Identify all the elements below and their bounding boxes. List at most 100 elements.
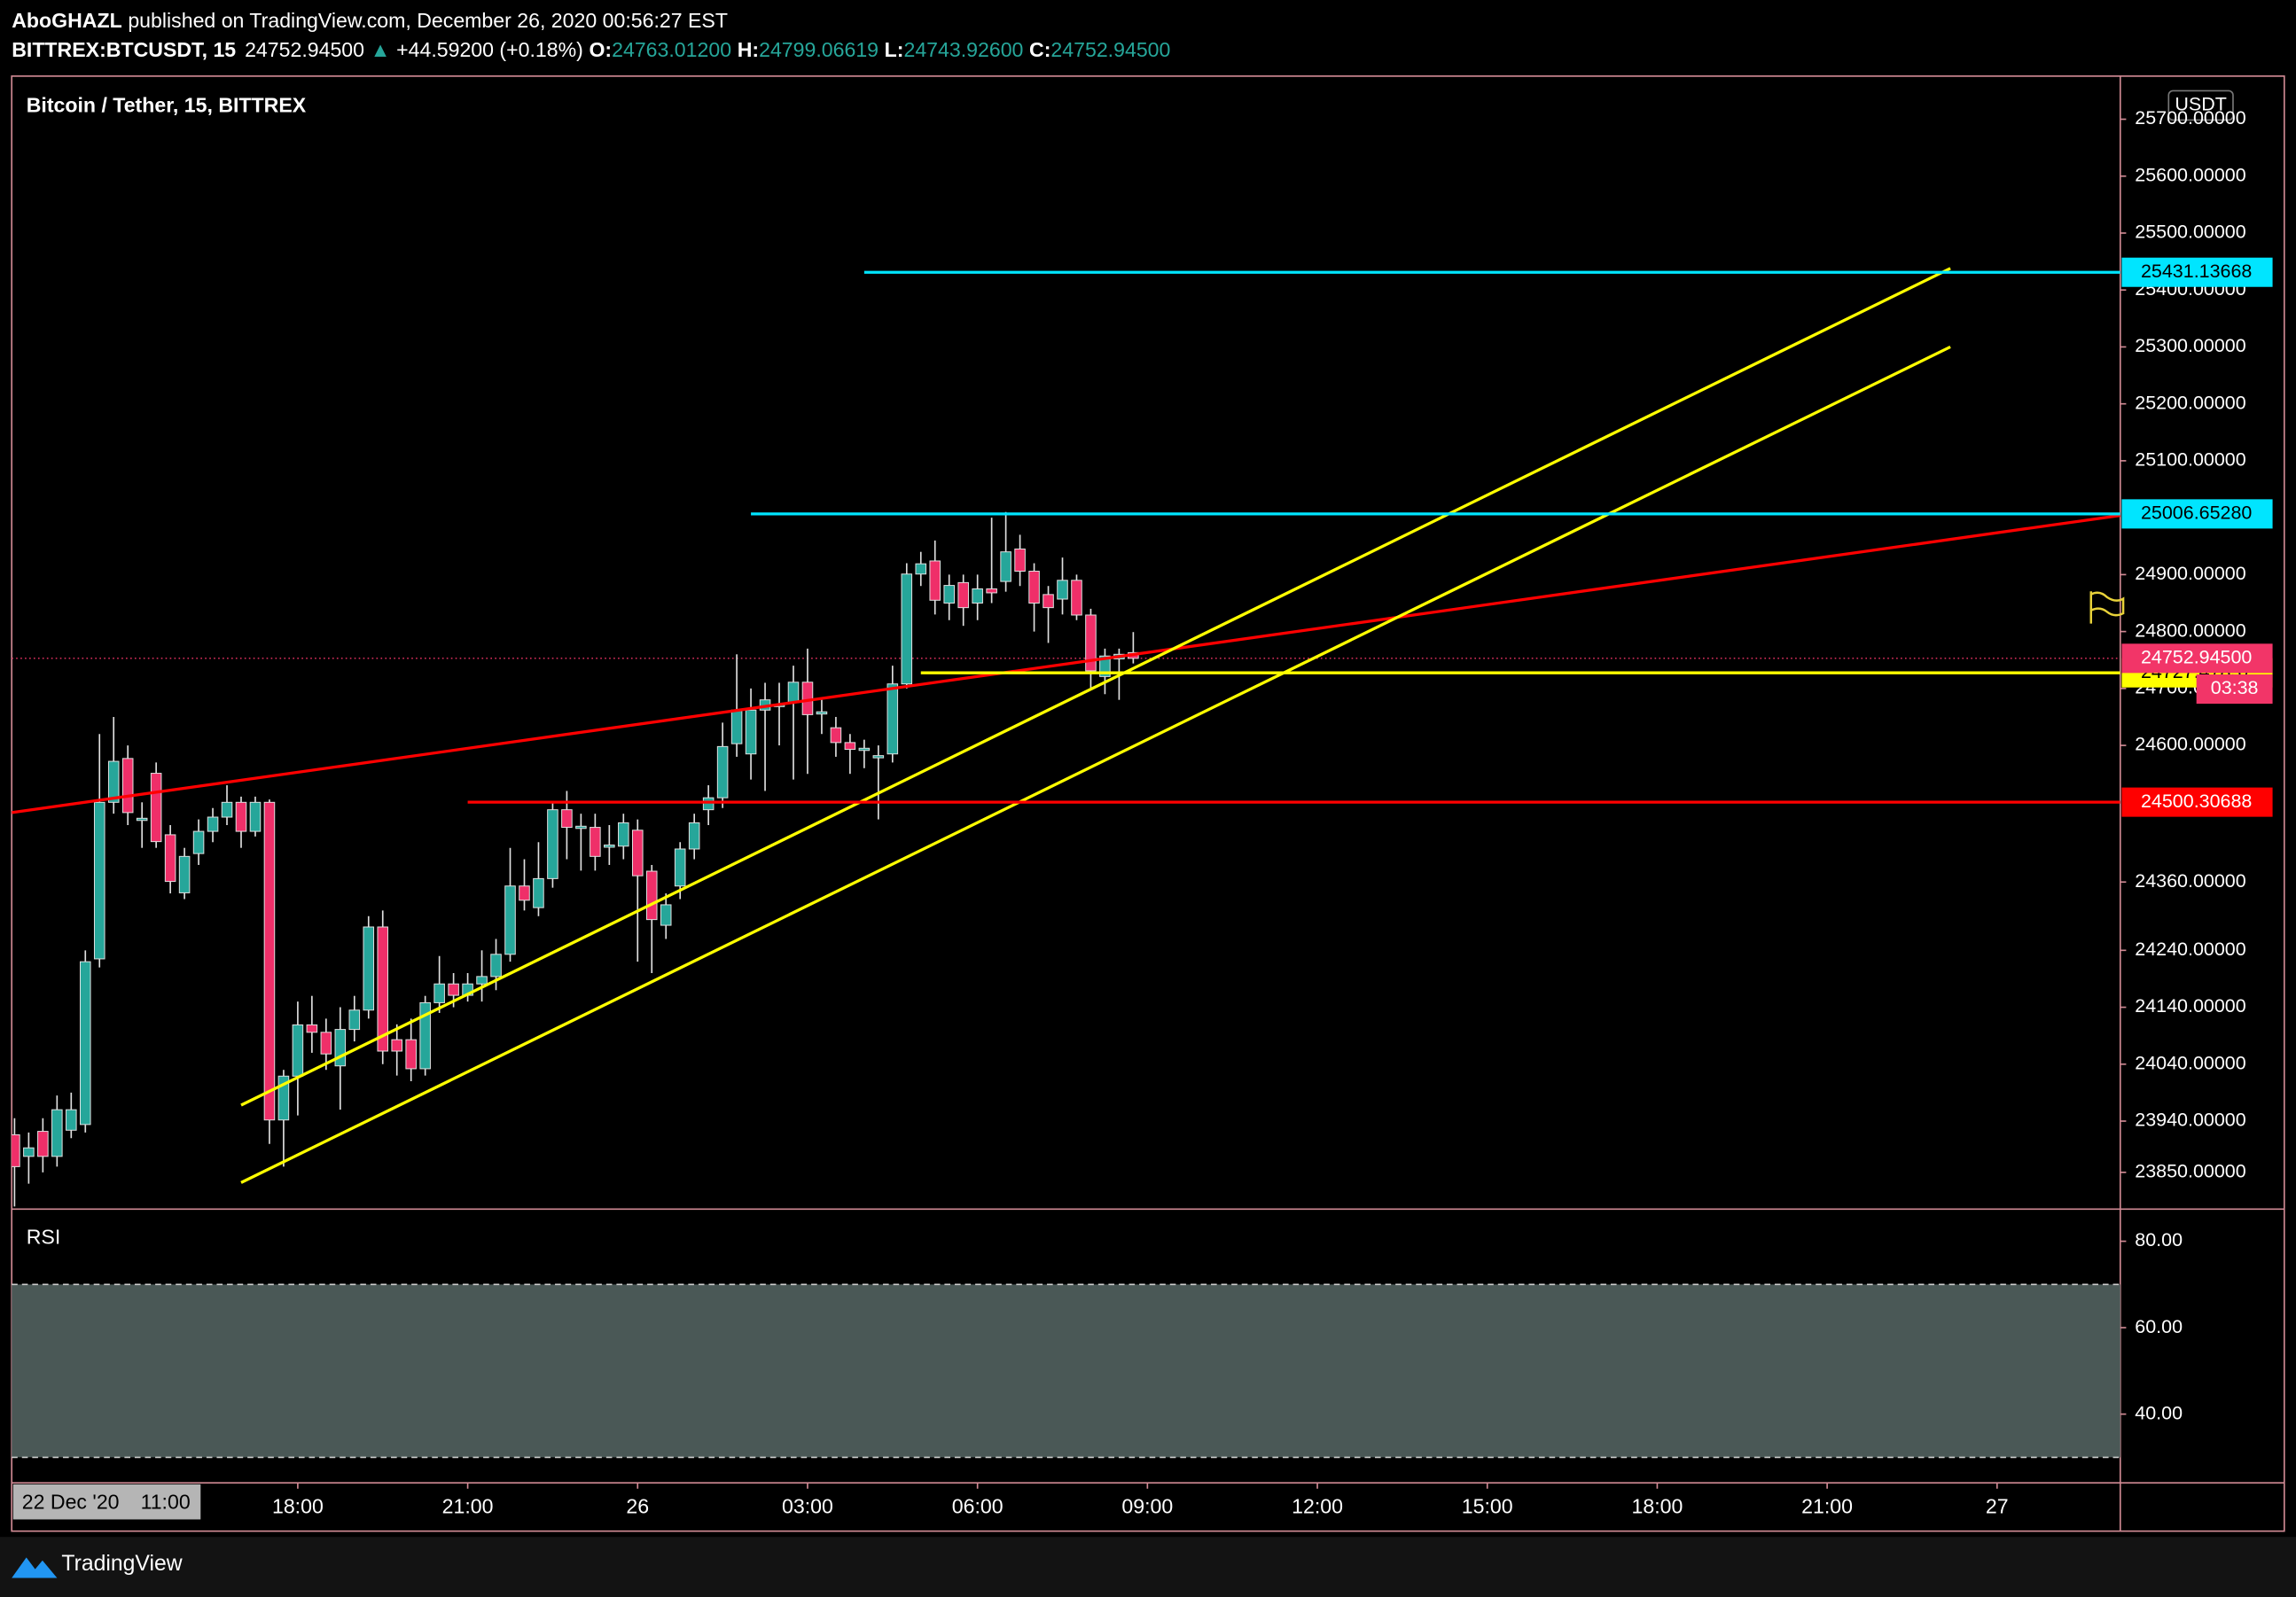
y-tick-label: 24140.00000 <box>2135 995 2245 1017</box>
x-tick-label: 21:00 <box>442 1494 494 1517</box>
candle-body <box>12 1133 20 1167</box>
ohlc-label: H: <box>738 38 759 61</box>
flag-icon <box>2089 591 2125 624</box>
candle-body <box>787 682 800 704</box>
price-label-box <box>2121 257 2273 287</box>
candle-body <box>745 709 757 755</box>
candle-body <box>730 709 743 744</box>
candle-body <box>448 983 459 996</box>
price-label-box <box>2121 787 2273 817</box>
footer-bar <box>0 1537 2296 1597</box>
x-tick-label: 15:00 <box>1462 1494 1513 1517</box>
candle-body <box>121 758 134 814</box>
y-tick-label: 25500.00000 <box>2135 222 2245 243</box>
candle-body <box>858 747 871 752</box>
candle-body <box>618 822 629 847</box>
header-line-1: AboGHAZL published on TradingView.com, De… <box>12 9 728 32</box>
cursor-label: 22 Dec '20 <box>22 1490 120 1513</box>
rsi-tick-label: 60.00 <box>2135 1316 2183 1337</box>
candle-body <box>334 1029 347 1067</box>
candle-body <box>80 961 91 1126</box>
x-tick-label: 03:00 <box>782 1494 833 1517</box>
candle-body <box>51 1109 63 1157</box>
currency-box <box>2167 90 2234 121</box>
candle-body <box>348 1009 361 1031</box>
x-tick-label: 27 <box>1986 1494 2009 1517</box>
candle-body <box>93 801 105 960</box>
candle-body <box>292 1024 304 1077</box>
candle-body <box>1057 580 1068 600</box>
y-tick-label: 24040.00000 <box>2135 1052 2245 1073</box>
candle-body <box>943 585 955 604</box>
candle-body <box>986 588 997 594</box>
rsi-title: RSI <box>27 1225 61 1248</box>
candle-body <box>590 827 601 857</box>
candle-body <box>306 1024 318 1033</box>
frame <box>11 75 2285 1532</box>
candle-body <box>277 1075 290 1121</box>
currency: USDT <box>2175 94 2226 115</box>
y-tick-label: 25600.00000 <box>2135 164 2245 185</box>
candle-body <box>23 1147 35 1157</box>
candle-body <box>136 817 148 822</box>
change: +44.59200 (+0.18%) <box>396 38 583 61</box>
y-tick-label: 23850.00000 <box>2135 1160 2245 1181</box>
y-tick-label: 24600.00000 <box>2135 734 2245 755</box>
candle-body <box>207 816 219 832</box>
candle-body <box>192 830 205 854</box>
last-price-label: 24752.94500 <box>2141 647 2252 668</box>
chart-title: Bitcoin / Tether, 15, BITTREX <box>27 94 307 117</box>
symbol: BITTREX:BTCUSDT, 15 <box>12 38 236 61</box>
footer-brand: TradingView <box>61 1552 182 1576</box>
candle-body <box>533 877 544 908</box>
trend-line <box>12 513 2120 814</box>
candle-body <box>476 976 488 985</box>
candle-body <box>221 801 233 818</box>
candle-body <box>320 1032 332 1055</box>
candle-body <box>702 797 715 811</box>
rsi-band <box>12 1284 2120 1458</box>
last-price: 24752.94500 <box>245 38 364 61</box>
ohlc-value: 24752.94500 <box>1050 38 1170 61</box>
y-tick-label: 24360.00000 <box>2135 870 2245 892</box>
candle-body <box>716 745 729 798</box>
y-tick-label: 24240.00000 <box>2135 939 2245 960</box>
countdown: 03:38 <box>2211 677 2259 698</box>
price-label: 25431.13668 <box>2141 261 2252 282</box>
y-tick-label: 24900.00000 <box>2135 563 2245 584</box>
y-tick-label: 23940.00000 <box>2135 1110 2245 1131</box>
trend-line <box>240 345 1951 1184</box>
logo-icon <box>12 1557 58 1578</box>
candle-body <box>235 801 247 832</box>
candle-body <box>107 760 120 803</box>
candle-body <box>249 801 262 832</box>
candle-body <box>164 834 176 883</box>
x-tick-label: 18:00 <box>272 1494 324 1517</box>
y-tick-label: 25100.00000 <box>2135 449 2245 471</box>
candle-body <box>547 809 558 879</box>
candle-body <box>1028 571 1040 604</box>
candle-body <box>561 809 573 829</box>
candle-body <box>504 885 516 955</box>
last-price-box <box>2121 643 2273 674</box>
candle-body <box>915 563 927 575</box>
candle-body <box>263 801 276 1121</box>
plot-area <box>12 267 2120 1207</box>
candle-body <box>604 844 615 848</box>
candle-body <box>519 885 530 901</box>
candle-body <box>377 926 389 1052</box>
ohlc-value: 24763.01200 <box>612 38 731 61</box>
candle-body <box>886 683 899 755</box>
x-tick-label: 26 <box>626 1494 649 1517</box>
x-tick-label: 09:00 <box>1121 1494 1173 1517</box>
candle-body <box>490 954 502 978</box>
candle-body <box>816 711 828 715</box>
published: published on TradingView.com, December 2… <box>128 9 728 32</box>
candle-body <box>1099 655 1111 677</box>
candle-body <box>1014 548 1026 573</box>
candle-body <box>660 904 672 926</box>
candle-body <box>901 573 913 685</box>
candle-body <box>150 773 162 843</box>
